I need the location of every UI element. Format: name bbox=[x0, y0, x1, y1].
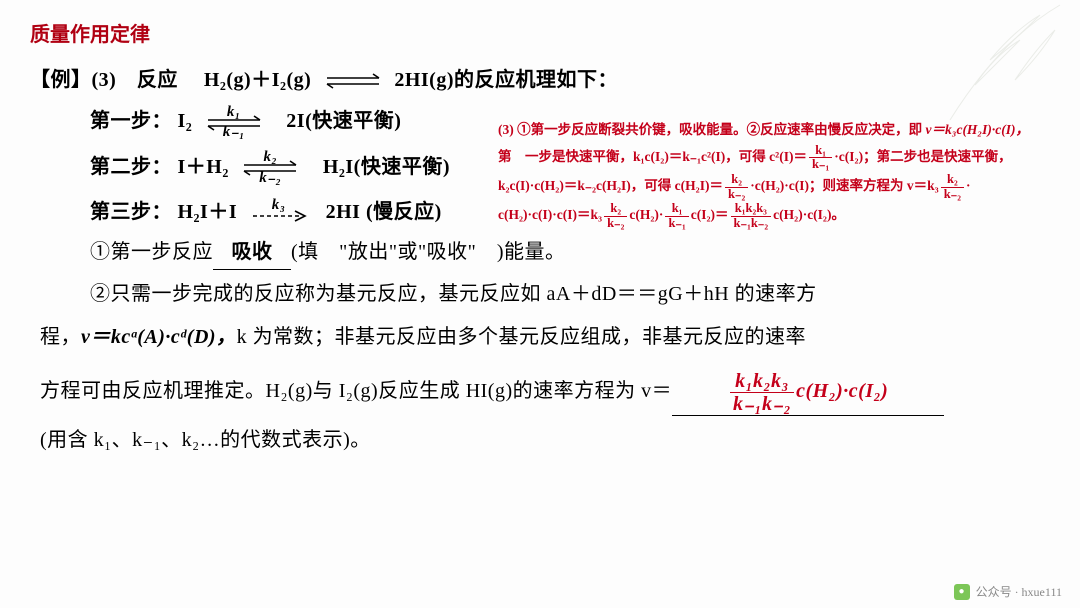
q2-line2: 程，v＝kcᵃ(A)·cᵈ(D)，k 为常数；非基元反应由多个基元反应组成，非基… bbox=[30, 319, 1050, 356]
s3a: k₂c(I)·c(H₂)＝k₋₂c(H₂I)，可得 c(H₂I)＝ bbox=[498, 178, 723, 193]
side-line-2: 第 一步是快速平衡，k₁c(I₂)＝k₋₁c²(I)，可得 c²(I)＝k₁k₋… bbox=[498, 143, 1058, 172]
equilibrium-arrow-icon: k₂ k₋₂ bbox=[240, 151, 300, 185]
s4b: c(H₂)· bbox=[629, 207, 663, 222]
forward-arrow-icon: k₃ bbox=[249, 201, 309, 227]
question-1: ①第一步反应吸收(填 "放出"或"吸收" )能量。 bbox=[30, 235, 1050, 270]
q2-rate-eq: v＝kcᵃ(A)·cᵈ(D)， bbox=[81, 326, 237, 348]
s3d2: k₋₂ bbox=[941, 188, 964, 202]
s4d2: k₋₁ bbox=[665, 217, 688, 231]
step-right: 2I(快速平衡) bbox=[286, 110, 401, 132]
answer-fraction: k₁k₂k₃k₋₁k₋₂ bbox=[730, 370, 794, 415]
step-right: H₂I(快速平衡) bbox=[323, 156, 450, 178]
step-left: I＋H₂ bbox=[178, 156, 229, 178]
equilibrium-arrow-icon bbox=[323, 64, 383, 98]
s3n2: k₂ bbox=[941, 173, 964, 188]
s2a: 第 一步是快速平衡，k₁c(I₂)＝k₋₁c²(I)，可得 c²(I)＝ bbox=[498, 149, 807, 164]
q2-answer: k₁k₂k₃k₋₁k₋₂c(H₂)·c(I₂) bbox=[672, 370, 944, 416]
s4n1: k₂ bbox=[604, 202, 627, 217]
rate-k-bot: k₋₂ bbox=[240, 166, 300, 192]
s3n: k₂ bbox=[725, 173, 748, 188]
s2b: ·c(I₂)；第二步也是快速平衡， bbox=[834, 149, 1011, 164]
s4c: c(I₂)＝ bbox=[691, 207, 729, 222]
q2-line3: 方程可由反应机理推定。H₂(g)与 I₂(g)反应生成 HI(g)的速率方程为 … bbox=[30, 370, 1050, 416]
question-2: ②只需一步完成的反应称为基元反应，基元反应如 aA＋dD＝＝gG＋hH 的速率方… bbox=[30, 276, 1050, 459]
s4a: c(H₂)·c(I)·c(I)＝k₃ bbox=[498, 207, 602, 222]
equilibrium-arrow-icon: k₁ k₋₁ bbox=[204, 106, 264, 140]
footer-label: 公众号 · hxue111 bbox=[976, 583, 1062, 600]
s4d-text: c(H₂)·c(I₂)。 bbox=[773, 207, 845, 222]
step-left: H₂I＋I bbox=[178, 201, 238, 223]
q1-post: (填 "放出"或"吸收" )能量。 bbox=[291, 241, 565, 263]
s4n3: k₁k₂k₃ bbox=[731, 202, 772, 217]
s2n: k₁ bbox=[809, 144, 832, 159]
ans-tail: c(H₂)·c(I₂) bbox=[796, 380, 888, 402]
footer: ● 公众号 · hxue111 bbox=[954, 583, 1062, 600]
solution-annotation: (3) ①第一步反应断裂共价键，吸收能量。②反应速率由慢反应决定，即 v＝k₃c… bbox=[498, 116, 1058, 230]
page-title: 质量作用定律 bbox=[30, 18, 1050, 47]
side-line-3: k₂c(I)·c(H₂)＝k₋₂c(H₂I)，可得 c(H₂I)＝k₂k₋₂·c… bbox=[498, 172, 1058, 201]
q2-l2-post: k 为常数；非基元反应由多个基元反应组成，非基元反应的速率 bbox=[237, 326, 807, 348]
s4d3: k₋₁k₋₂ bbox=[731, 217, 772, 231]
wechat-icon: ● bbox=[954, 584, 970, 600]
example-eq-left: H₂(g)＋I₂(g) bbox=[204, 69, 311, 91]
q2-l3-pre: 方程可由反应机理推定。H₂(g)与 I₂(g)反应生成 HI(g)的速率方程为 … bbox=[40, 380, 672, 402]
s2d: k₋₁ bbox=[809, 158, 832, 172]
step-right: 2HI (慢反应) bbox=[326, 201, 442, 223]
ans-num: k₁k₂k₃ bbox=[730, 370, 794, 393]
step-label: 第二步： bbox=[90, 156, 172, 178]
q1-pre: ①第一步反应 bbox=[90, 241, 213, 263]
s1b: v＝k₃c(H₂I)·c(I)， bbox=[926, 122, 1030, 137]
s4d1: k₋₂ bbox=[604, 217, 627, 231]
step-label: 第一步： bbox=[90, 110, 172, 132]
example-prefix: 【例】(3) 反应 bbox=[30, 69, 198, 91]
q2-l1: ②只需一步完成的反应称为基元反应，基元反应如 aA＋dD＝＝gG＋hH 的速率方 bbox=[90, 283, 817, 305]
s3b: ·c(H₂)·c(I)；则速率方程为 v＝k₃ bbox=[750, 178, 938, 193]
side-line-4: c(H₂)·c(I)·c(I)＝k₃k₂k₋₂c(H₂)·k₁k₋₁c(I₂)＝… bbox=[498, 201, 1058, 230]
s3c: · bbox=[966, 178, 971, 193]
example-eq-right: 2HI(g) bbox=[394, 69, 454, 91]
example-head: 【例】(3) 反应 H₂(g)＋I₂(g) 2HI(g)的反应机理如下： bbox=[30, 63, 1050, 98]
rate-k-bot: k₋₁ bbox=[204, 120, 264, 146]
side-line-1: (3) ①第一步反应断裂共价键，吸收能量。②反应速率由慢反应决定，即 v＝k₃c… bbox=[498, 116, 1058, 143]
q2-l2-pre: 程， bbox=[40, 326, 81, 348]
s4n2: k₁ bbox=[665, 202, 688, 217]
s1a: (3) ①第一步反应断裂共价键，吸收能量。②反应速率由慢反应决定，即 bbox=[498, 122, 926, 137]
ans-den: k₋₁k₋₂ bbox=[730, 393, 794, 415]
s3d: k₋₂ bbox=[725, 188, 748, 202]
step-left: I₂ bbox=[178, 110, 193, 132]
q2-line1: ②只需一步完成的反应称为基元反应，基元反应如 aA＋dD＝＝gG＋hH 的速率方 bbox=[30, 276, 1050, 313]
q1-answer: 吸收 bbox=[213, 235, 291, 270]
example-suffix: 的反应机理如下： bbox=[454, 69, 618, 91]
step-label: 第三步： bbox=[90, 201, 172, 223]
q2-line4: (用含 k₁、k₋₁、k₂…的代数式表示)。 bbox=[30, 422, 1050, 459]
